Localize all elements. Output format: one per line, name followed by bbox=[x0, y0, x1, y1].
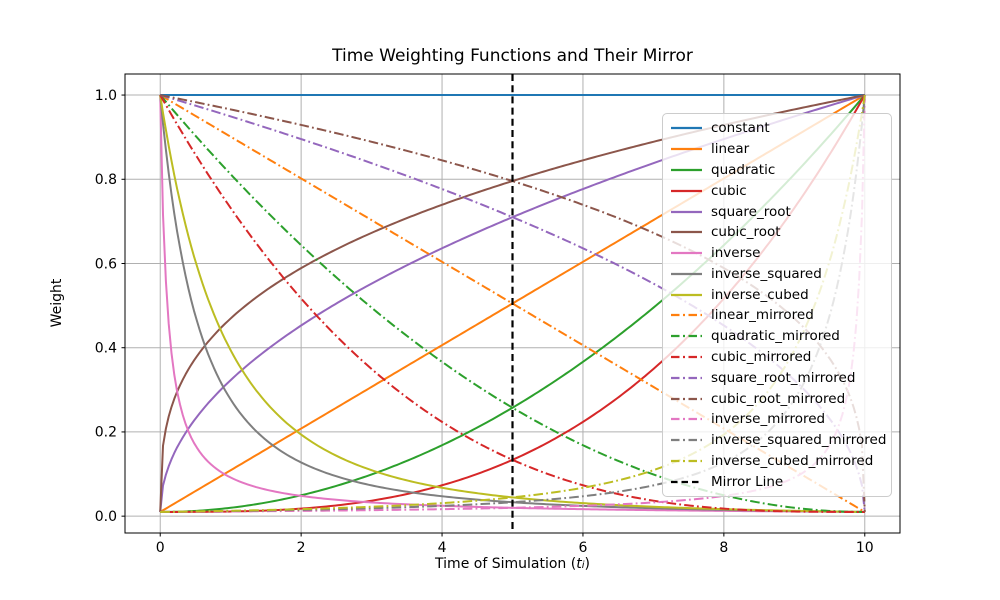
legend-label: quadratic bbox=[711, 161, 776, 178]
legend-label: cubic bbox=[711, 182, 747, 199]
legend-item-quadratic: quadratic bbox=[670, 160, 891, 181]
x-tick-label: 8 bbox=[719, 540, 728, 556]
legend-sample-line bbox=[671, 480, 702, 483]
legend-label: inverse_cubed bbox=[711, 286, 809, 303]
legend-sample-line bbox=[671, 251, 702, 255]
legend-item-inverse: inverse bbox=[670, 243, 891, 264]
y-tick-label: 1.0 bbox=[95, 88, 117, 104]
legend-item-inverse_cubed: inverse_cubed bbox=[670, 284, 891, 305]
x-axis-label-suffix: ) bbox=[584, 556, 590, 572]
legend-sample-line bbox=[671, 314, 702, 317]
legend-item-inverse_cubed_mirrored: inverse_cubed_mirrored bbox=[670, 451, 891, 472]
legend-label: inverse bbox=[711, 245, 761, 262]
legend-item-inverse_squared_mirrored: inverse_squared_mirrored bbox=[670, 430, 891, 451]
y-tick-label: 0.6 bbox=[95, 256, 117, 272]
legend-sample-line bbox=[671, 148, 702, 151]
legend-sample-line bbox=[671, 168, 702, 172]
legend-label: inverse_cubed_mirrored bbox=[711, 452, 874, 469]
legend-label: linear bbox=[711, 141, 750, 158]
legend-item-constant: constant bbox=[670, 118, 891, 139]
legend-label: cubic_root bbox=[711, 224, 781, 241]
legend-label: square_root_mirrored bbox=[711, 369, 856, 386]
tick-marks bbox=[121, 94, 866, 537]
legend-sample-line bbox=[671, 355, 702, 359]
legend-label: square_root bbox=[711, 203, 791, 220]
legend-item-cubic: cubic bbox=[670, 180, 891, 201]
legend-sample-line bbox=[671, 335, 702, 338]
x-axis-label-var: t bbox=[576, 556, 582, 572]
legend-item-inverse_squared: inverse_squared bbox=[670, 263, 891, 284]
legend-label: constant bbox=[711, 120, 770, 137]
legend-label: Mirror Line bbox=[711, 473, 784, 490]
x-tick-label: 4 bbox=[438, 540, 447, 556]
legend-item-linear: linear bbox=[670, 139, 891, 160]
legend-label: inverse_mirrored bbox=[711, 411, 826, 428]
legend-sample-line bbox=[671, 272, 702, 275]
legend-label: inverse_squared_mirrored bbox=[711, 432, 887, 449]
x-tick-label: 2 bbox=[297, 540, 306, 556]
legend-sample-line bbox=[671, 397, 702, 400]
tick-labels: 0 2 4 6 8 10 0.0 0.2 0.4 0.6 0.8 1.0 bbox=[95, 88, 874, 556]
y-tick-label: 0.0 bbox=[95, 509, 117, 525]
legend-item-inverse_mirrored: inverse_mirrored bbox=[670, 409, 891, 430]
legend-sample-line bbox=[671, 459, 702, 462]
legend-sample-line bbox=[671, 293, 702, 296]
legend-sample-line bbox=[671, 231, 702, 234]
legend-sample-line bbox=[671, 210, 702, 213]
x-axis-label-subscript: i bbox=[581, 560, 585, 571]
legend-sample-line bbox=[671, 439, 702, 442]
legend-item-cubic_root_mirrored: cubic_root_mirrored bbox=[670, 388, 891, 409]
x-axis-label-text: Time of Simulation ( bbox=[435, 556, 577, 572]
legend-label: cubic_root_mirrored bbox=[711, 390, 846, 407]
legend-label: inverse_squared bbox=[711, 265, 822, 282]
legend-item-square_root: square_root bbox=[670, 201, 891, 222]
legend-sample-line bbox=[671, 189, 702, 192]
chart-title: Time Weighting Functions and Their Mirro… bbox=[332, 46, 693, 66]
x-tick-label: 0 bbox=[156, 540, 165, 556]
legend-item-square_root_mirrored: square_root_mirrored bbox=[670, 367, 891, 388]
legend-sample-line bbox=[671, 127, 702, 130]
y-tick-label: 0.2 bbox=[95, 425, 117, 441]
legend-label: quadratic_mirrored bbox=[711, 328, 840, 345]
legend-item-quadratic_mirrored: quadratic_mirrored bbox=[670, 326, 891, 347]
curve-quadratic_mirrored bbox=[159, 94, 865, 513]
legend-item-cubic_root: cubic_root bbox=[670, 222, 891, 243]
legend-item-linear_mirrored: linear_mirrored bbox=[670, 305, 891, 326]
legend-label: linear_mirrored bbox=[711, 307, 814, 324]
legend-sample-line bbox=[671, 418, 702, 421]
y-tick-label: 0.8 bbox=[95, 172, 117, 188]
legend-item-Mirror Line: Mirror Line bbox=[670, 471, 891, 492]
legend-item-cubic_mirrored: cubic_mirrored bbox=[670, 347, 891, 368]
x-tick-label: 10 bbox=[856, 540, 874, 556]
legend-label: cubic_mirrored bbox=[711, 348, 812, 365]
y-tick-label: 0.4 bbox=[95, 341, 117, 357]
x-axis-label: Time of Simulation (t i) bbox=[125, 556, 900, 572]
axes-spines bbox=[124, 73, 901, 534]
legend-sample-line bbox=[671, 376, 702, 379]
y-axis-label: Weight bbox=[49, 278, 65, 328]
x-tick-label: 6 bbox=[578, 540, 587, 556]
